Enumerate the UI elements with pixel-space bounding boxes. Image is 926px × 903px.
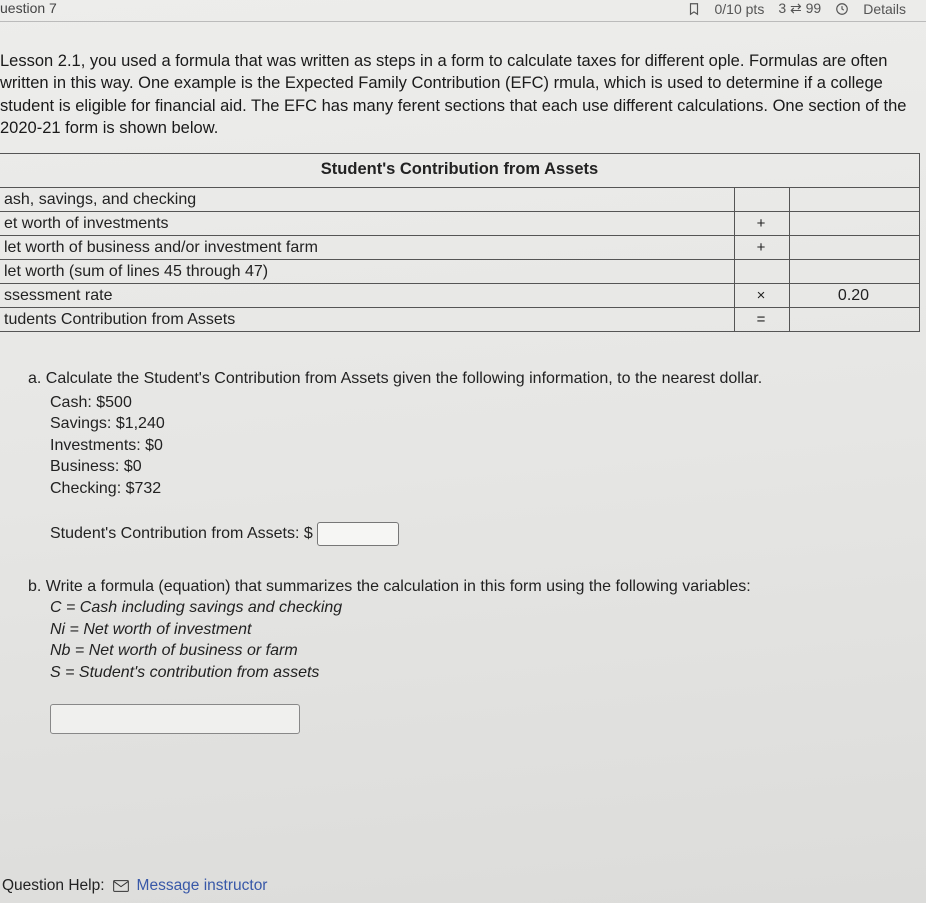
- formula-input[interactable]: [50, 704, 300, 734]
- row-val: [790, 212, 920, 236]
- mail-icon: [113, 880, 129, 892]
- answer-input[interactable]: [317, 522, 399, 546]
- variable-definitions: C = Cash including savings and checking …: [50, 597, 908, 683]
- given-line: Business: $0: [50, 456, 908, 478]
- table-row: ash, savings, and checking: [0, 188, 920, 212]
- clock-icon: [835, 2, 849, 16]
- given-values: Cash: $500 Savings: $1,240 Investments: …: [50, 392, 908, 500]
- table-row: ssessment rate × 0.20: [0, 284, 920, 308]
- given-line: Checking: $732: [50, 478, 908, 500]
- var-line: Ni = Net worth of investment: [50, 619, 908, 641]
- points-area: 0/10 pts 3 ⇄ 99 Details: [687, 0, 907, 17]
- row-val: 0.20: [790, 284, 920, 308]
- row-desc: ssessment rate: [0, 284, 735, 308]
- row-op: +: [735, 236, 790, 260]
- row-val: [790, 188, 920, 212]
- given-line: Investments: $0: [50, 435, 908, 457]
- row-val: [790, 236, 920, 260]
- row-desc: tudents Contribution from Assets: [0, 308, 735, 332]
- answer-label: Student's Contribution from Assets: $: [50, 523, 313, 545]
- row-val: [790, 308, 920, 332]
- part-b-prompt: b. Write a formula (equation) that summa…: [28, 576, 908, 598]
- part-a-prompt: a. Calculate the Student's Contribution …: [28, 368, 908, 390]
- message-instructor-link[interactable]: Message instructor: [137, 877, 268, 895]
- question-number: uestion 7: [0, 0, 57, 16]
- row-val: [790, 260, 920, 284]
- row-op: +: [735, 212, 790, 236]
- points-text: 0/10 pts: [715, 1, 765, 17]
- details-text: Details: [863, 1, 906, 17]
- help-label: Question Help:: [2, 877, 105, 895]
- contribution-table: Student's Contribution from Assets ash, …: [0, 153, 920, 332]
- table-row: let worth (sum of lines 45 through 47): [0, 260, 920, 284]
- table-title: Student's Contribution from Assets: [0, 154, 920, 188]
- table-row: et worth of investments +: [0, 212, 920, 236]
- row-desc: et worth of investments: [0, 212, 735, 236]
- given-line: Cash: $500: [50, 392, 908, 414]
- intro-paragraph: Lesson 2.1, you used a formula that was …: [0, 50, 910, 139]
- var-line: C = Cash including savings and checking: [50, 597, 908, 619]
- var-line: Nb = Net worth of business or farm: [50, 640, 908, 662]
- row-op: [735, 260, 790, 284]
- row-desc: ash, savings, and checking: [0, 188, 735, 212]
- part-a: a. Calculate the Student's Contribution …: [28, 368, 908, 546]
- question-header: uestion 7 0/10 pts 3 ⇄ 99 Details: [0, 0, 926, 22]
- row-desc: let worth of business and/or investment …: [0, 236, 735, 260]
- given-line: Savings: $1,240: [50, 413, 908, 435]
- question-help: Question Help: Message instructor: [0, 877, 267, 895]
- row-op: =: [735, 308, 790, 332]
- row-desc: let worth (sum of lines 45 through 47): [0, 260, 735, 284]
- row-op: ×: [735, 284, 790, 308]
- part-b: b. Write a formula (equation) that summa…: [28, 576, 908, 734]
- table-row: let worth of business and/or investment …: [0, 236, 920, 260]
- bookmark-icon: [687, 2, 701, 16]
- row-op: [735, 188, 790, 212]
- var-line: S = Student's contribution from assets: [50, 662, 908, 684]
- attempts-text: 3 ⇄ 99: [778, 0, 821, 17]
- table-row: tudents Contribution from Assets =: [0, 308, 920, 332]
